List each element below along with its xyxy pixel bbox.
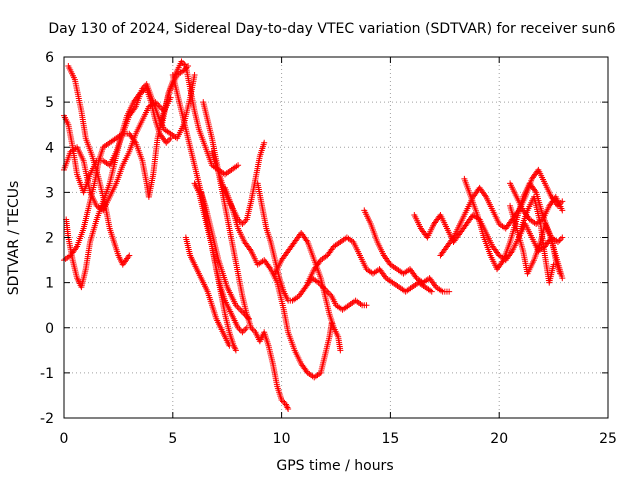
data-point	[559, 275, 566, 282]
data-point	[191, 72, 198, 79]
data-point	[363, 302, 370, 309]
data-point	[428, 288, 435, 295]
chart-title: Day 130 of 2024, Sidereal Day-to-day VTE…	[48, 21, 615, 37]
y-tick-label: 1	[45, 276, 54, 292]
y-tick-label: -2	[40, 411, 54, 427]
series-track-21	[507, 180, 566, 227]
data-point	[446, 288, 453, 295]
y-tick-label: -1	[40, 366, 54, 382]
data-point	[285, 405, 292, 412]
x-tick-label: 10	[273, 431, 291, 447]
x-tick-label: 0	[60, 431, 69, 447]
y-tick-label: 4	[45, 140, 54, 156]
data-point	[559, 234, 566, 241]
series-track-6	[158, 58, 242, 178]
x-tick-label: 20	[490, 431, 508, 447]
data-point	[337, 347, 344, 354]
y-tick-label: 5	[45, 95, 54, 111]
x-tick-label: 15	[381, 431, 399, 447]
series-track-13	[222, 184, 335, 381]
x-tick-label: 25	[599, 431, 617, 447]
series-track-19	[437, 166, 566, 259]
data-point	[235, 162, 242, 169]
series-track-22	[507, 202, 564, 277]
y-tick-label: 3	[45, 185, 54, 201]
data-point	[261, 139, 268, 146]
y-axis-label: SDTVAR / TECUs	[6, 181, 22, 296]
data-point	[126, 252, 133, 259]
x-axis-label: GPS time / hours	[276, 458, 393, 474]
series-track-23	[517, 193, 557, 286]
data-point	[232, 347, 239, 354]
data-point	[550, 261, 557, 268]
y-tick-label: 0	[45, 321, 54, 337]
data-markers	[61, 58, 566, 412]
grid-lines	[64, 57, 608, 418]
data-point	[245, 315, 252, 322]
data-point	[243, 324, 250, 331]
series-track-17	[361, 207, 453, 295]
data-point	[557, 270, 564, 277]
series-track-9	[191, 180, 250, 336]
data-point	[226, 342, 233, 349]
series-track-15	[272, 229, 344, 354]
y-tick-label: 2	[45, 231, 54, 247]
data-point	[559, 207, 566, 214]
series-track-16	[304, 234, 435, 295]
data-point	[559, 198, 566, 205]
series-track-10	[198, 189, 252, 322]
y-tick-label: 6	[45, 50, 54, 66]
axis-ticks: 0 5 10 15 20 25 -2 -1 0 1 2 3 4 5 6	[40, 50, 617, 447]
data-point	[167, 135, 174, 142]
x-tick-label: 5	[168, 431, 177, 447]
series-track-11	[182, 234, 233, 349]
